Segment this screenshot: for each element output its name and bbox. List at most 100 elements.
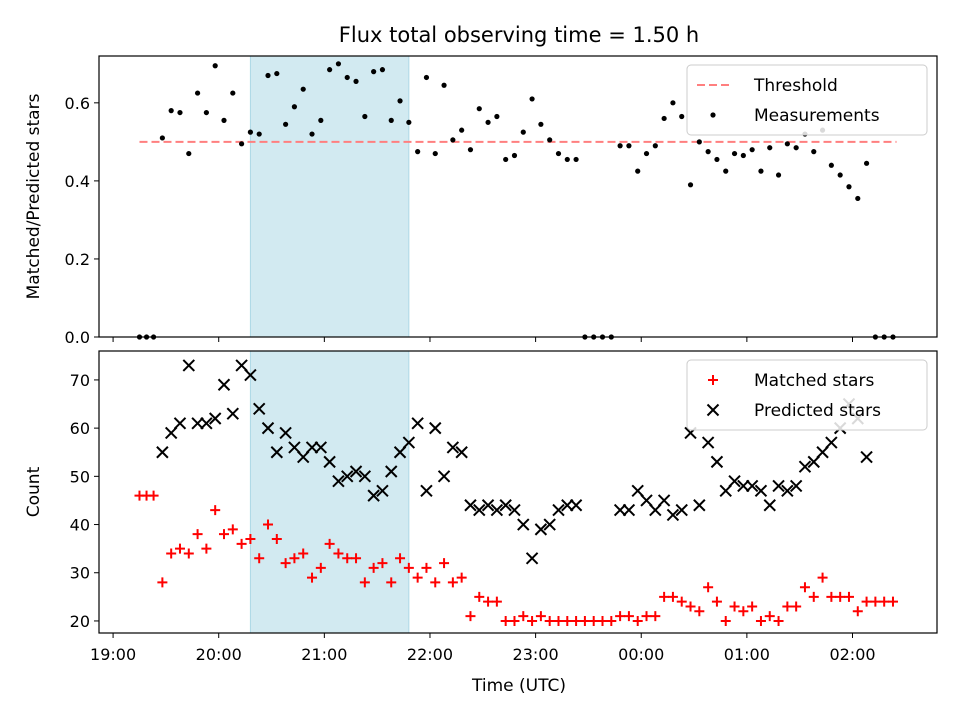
matched-star-point [218, 529, 229, 540]
matched-star-point [201, 543, 212, 554]
measurement-point [529, 96, 535, 102]
measurement-point [415, 149, 421, 155]
matched-star-point [623, 611, 634, 622]
measurement-point [758, 168, 764, 174]
matched-star-point [747, 601, 758, 612]
y-tick-label: 30 [70, 564, 90, 583]
predicted-star-point [622, 503, 636, 517]
predicted-star-point [649, 503, 662, 517]
matched-star-point [307, 572, 318, 583]
predicted-star-point [235, 359, 248, 372]
predicted-star-point [569, 499, 583, 512]
measurement-point [344, 74, 350, 81]
axes-frame [98, 350, 938, 634]
matched-star-point [720, 615, 731, 626]
y-tick-label: 0.0 [65, 328, 90, 347]
measurement-point [723, 168, 729, 174]
predicted-star-point [297, 450, 310, 464]
axes-frame [98, 55, 938, 338]
measurement-point [256, 131, 262, 137]
x-tick-label: 02:00 [829, 645, 875, 664]
measurement-point [194, 90, 201, 96]
matched-star-point [632, 615, 643, 626]
matched-star-point [791, 601, 802, 612]
measurement-point [159, 135, 165, 141]
predicted-star-point [349, 465, 363, 478]
predicted-star-point [385, 465, 398, 478]
measurement-point [687, 182, 694, 188]
predicted-star-point [508, 503, 521, 517]
predicted-star-point [710, 455, 724, 469]
matched-star-point [773, 615, 784, 626]
measurement-point [450, 137, 456, 143]
matched-star-point [245, 534, 256, 544]
matched-star-point [782, 601, 793, 612]
predicted-star-point [358, 470, 372, 483]
measurement-point [573, 156, 579, 163]
predicted-star-point [657, 494, 671, 507]
predicted-star-point [631, 484, 644, 498]
measurement-point [652, 143, 658, 149]
y-tick-label: 70 [70, 371, 90, 390]
predicted-star-point [429, 421, 442, 435]
matched-star-point [491, 596, 502, 607]
measurement-point [670, 100, 676, 106]
matched-star-point [342, 553, 353, 564]
matched-star-point [694, 606, 705, 617]
predicted-star-point [825, 436, 838, 449]
measurement-point [863, 160, 870, 166]
predicted-star-point [754, 484, 768, 498]
x-tick-label: 23:00 [513, 645, 559, 664]
matched-star-point [377, 558, 388, 569]
measurement-point [459, 127, 465, 133]
matched-star-point [456, 572, 467, 583]
measurement-point [327, 67, 333, 73]
matched-star-point [439, 558, 450, 569]
matched-star-point [236, 538, 247, 549]
matched-star-point [887, 596, 898, 607]
predicted-star-point [666, 508, 680, 522]
y-axis-label: Matched/Predicted stars [24, 93, 44, 299]
measurement-point [679, 113, 685, 120]
measurement-point [397, 98, 403, 104]
predicted-star-point [816, 446, 829, 459]
legend-predicted-swatch [706, 403, 720, 417]
matched-star-point [562, 615, 573, 626]
matched-star-point [254, 553, 265, 564]
matched-star-point [641, 611, 652, 622]
legend: Matched stars Predicted stars [686, 359, 928, 431]
measurement-point [239, 141, 245, 147]
matched-star-point [553, 615, 564, 626]
measurement-point [485, 119, 491, 125]
measurement-point [626, 143, 632, 149]
matched-star-point [588, 615, 599, 626]
measurement-point [362, 113, 368, 120]
predicted-star-point [728, 474, 741, 488]
matched-star-point [597, 615, 608, 626]
predicted-star-point [402, 436, 416, 449]
predicted-star-point [420, 484, 433, 498]
measurement-point [564, 156, 570, 163]
predicted-star-point [675, 503, 688, 517]
matched-star-point [474, 591, 485, 602]
matched-star-point [835, 591, 846, 602]
y-tick-label: 50 [70, 467, 90, 486]
predicted-star-point [393, 446, 407, 459]
measurement-point [661, 115, 667, 122]
predicted-star-point [164, 426, 178, 440]
matched-star-point [368, 562, 379, 573]
measurement-point [696, 139, 702, 145]
measurement-point [379, 67, 386, 73]
predicted-star-point [341, 470, 354, 483]
predicted-star-point [217, 378, 231, 391]
legend-label: Threshold [753, 76, 838, 96]
measurement-point [309, 131, 315, 137]
x-tick-label: 01:00 [724, 645, 770, 664]
predicted-star-point [772, 479, 785, 493]
predicted-star-point [191, 417, 204, 430]
measurement-point [441, 82, 447, 88]
matched-star-point [808, 591, 819, 602]
matched-star-point [351, 553, 362, 564]
predicted-star-point [156, 446, 169, 459]
measurement-point [494, 113, 500, 120]
